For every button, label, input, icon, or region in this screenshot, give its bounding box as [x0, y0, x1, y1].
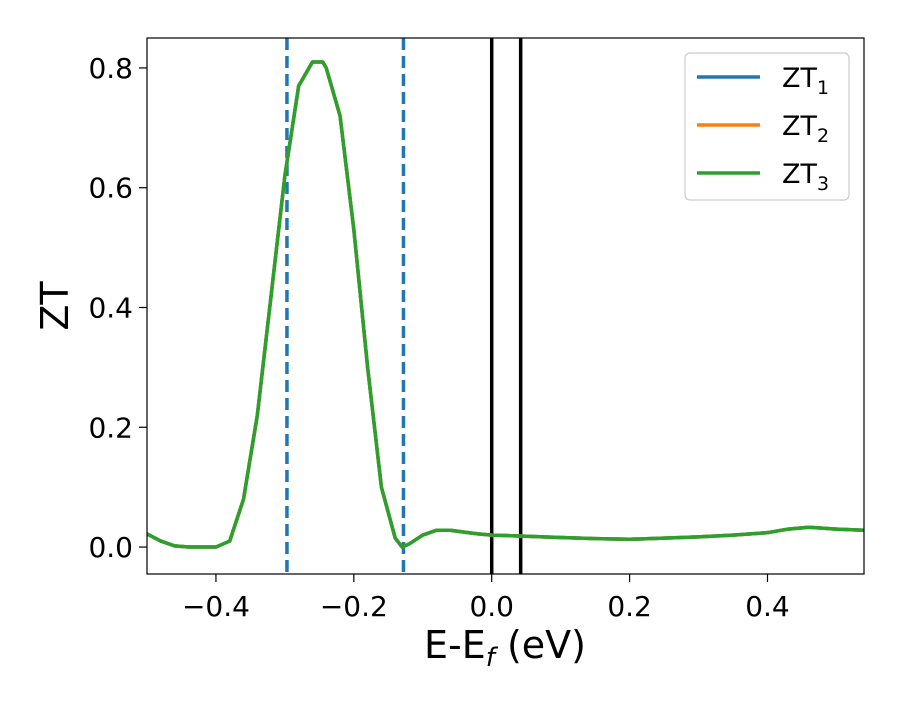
x-tick-label: 0.2 — [607, 590, 652, 623]
x-tick-label: −0.4 — [182, 590, 250, 623]
legend-box — [684, 52, 850, 201]
y-axis-ticks: 0.0 0.2 0.4 0.6 0.8 — [88, 52, 147, 564]
x-tick-label: −0.2 — [320, 590, 388, 623]
x-axis-ticks: −0.4 −0.2 0.0 0.2 0.4 — [182, 574, 790, 623]
x-tick-label: 0.4 — [745, 590, 790, 623]
vertical-lines-layer — [285, 38, 523, 574]
legend-entry-3: ZT3 — [697, 159, 829, 195]
x-axis-label-unit: (eV) — [495, 623, 586, 667]
legend-entry-1: ZT1 — [697, 63, 829, 99]
series-line-3 — [147, 60, 864, 549]
legend-entry-2: ZT2 — [697, 111, 829, 147]
plot-frame — [146, 37, 865, 575]
y-tick-label: 0.6 — [88, 172, 133, 205]
x-axis-label: E-Ef (eV) — [424, 623, 586, 673]
x-tick-label: 0.0 — [469, 590, 514, 623]
series-layer — [147, 60, 864, 549]
y-tick-label: 0.8 — [88, 52, 133, 85]
legend-label-2: ZT2 — [782, 111, 829, 147]
legend-label-1: ZT1 — [782, 63, 829, 99]
x-axis-label-main: E-E — [424, 623, 486, 667]
legend: ZT1 ZT2 ZT3 — [684, 52, 850, 201]
y-tick-label: 0.2 — [88, 411, 133, 444]
y-tick-label: 0.0 — [88, 531, 133, 564]
y-axis-label: ZT — [33, 281, 77, 331]
y-tick-label: 0.4 — [88, 291, 133, 324]
legend-label-3: ZT3 — [782, 159, 829, 195]
